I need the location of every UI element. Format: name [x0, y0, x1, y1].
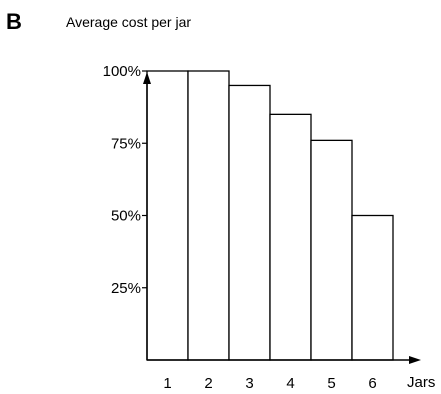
- y-tick-label: 100%: [103, 63, 141, 80]
- y-axis-title: Average cost per jar: [66, 14, 191, 30]
- x-tick-label: 4: [286, 375, 294, 392]
- bar-2: [187, 70, 230, 361]
- y-tick-label: 75%: [111, 135, 141, 152]
- x-tick-label: 6: [368, 375, 376, 392]
- bars-group: [146, 70, 394, 361]
- x-tick-label: 2: [204, 375, 212, 392]
- y-ticks-group: 100% 75% 50% 25%: [103, 63, 147, 297]
- bar-4: [269, 113, 312, 361]
- bar-6: [351, 214, 394, 361]
- x-axis-title: Jars: [407, 374, 435, 391]
- x-axis-arrowhead: [409, 356, 421, 364]
- panel-label: B: [6, 9, 22, 34]
- bar-5: [310, 139, 353, 361]
- y-axis-arrowhead: [143, 72, 151, 84]
- y-tick-label: 25%: [111, 280, 141, 297]
- x-tick-label: 5: [327, 375, 335, 392]
- x-ticks-group: 1 2 3 4 5 6: [163, 375, 376, 392]
- bar-1: [146, 70, 189, 361]
- axes-group: [143, 72, 421, 364]
- x-tick-label: 3: [245, 375, 253, 392]
- bar-3: [228, 84, 271, 361]
- y-tick-label: 50%: [111, 208, 141, 225]
- x-tick-label: 1: [163, 375, 171, 392]
